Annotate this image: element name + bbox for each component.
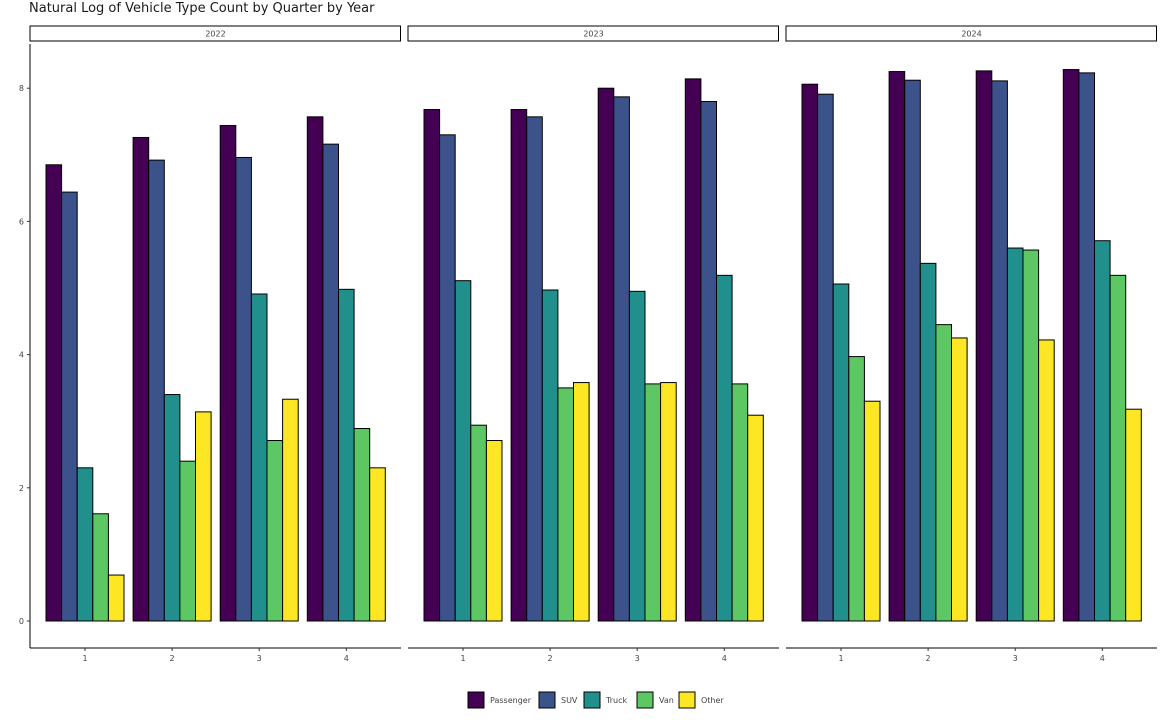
y-tick-label: 8: [19, 84, 24, 93]
bar-suv-2024-q4: [1078, 72, 1096, 622]
bar-suv-2022-q4: [322, 143, 339, 622]
bar-passenger-2024-q2: [888, 71, 906, 622]
legend-swatch-truck: [583, 691, 601, 709]
bar-passenger-2023-q2: [510, 109, 528, 622]
bar-suv-2024-q2: [904, 79, 921, 622]
bar-truck-2022-q2: [163, 394, 181, 622]
bar-passenger-2023-q3: [597, 87, 615, 622]
bar-passenger-2022-q4: [306, 116, 324, 622]
legend-label-passenger: Passenger: [490, 696, 532, 705]
bar-passenger-2022-q2: [132, 136, 150, 622]
x-tick-label: 2: [548, 654, 553, 663]
bar-suv-2023-q1: [439, 134, 456, 622]
legend-label-suv: SUV: [561, 696, 578, 705]
bar-other-2023-q4: [747, 414, 764, 622]
bar-truck-2024-q2: [919, 262, 937, 622]
bar-van-2023-q2: [557, 387, 575, 622]
bar-other-2024-q4: [1125, 408, 1142, 622]
facet-strip: [29, 25, 401, 42]
bar-passenger-2022-q3: [219, 124, 237, 622]
bar-van-2024-q1: [848, 356, 865, 622]
bar-van-2022-q2: [179, 460, 196, 622]
bar-passenger-2024-q4: [1062, 69, 1080, 622]
bar-other-2024-q2: [951, 337, 968, 622]
bar-truck-2024-q1: [832, 283, 850, 622]
facet-strip-label: 2023: [583, 30, 603, 39]
bar-van-2024-q3: [1022, 249, 1040, 622]
bar-suv-2023-q2: [526, 116, 543, 622]
legend-swatch-passenger: [467, 691, 485, 709]
bar-van-2024-q4: [1109, 274, 1127, 622]
legend-label-van: Van: [659, 696, 674, 705]
bar-suv-2022-q1: [61, 191, 78, 622]
bar-van-2023-q4: [731, 383, 749, 622]
facet-strip: [785, 25, 1157, 42]
bar-truck-2024-q3: [1006, 247, 1024, 622]
facet-strip-label: 2022: [205, 30, 225, 39]
bar-suv-2022-q3: [235, 156, 252, 622]
facet-strip: [407, 25, 779, 42]
x-tick-label: 4: [722, 654, 727, 663]
x-tick-label: 2: [170, 654, 175, 663]
y-tick-label: 2: [19, 484, 24, 493]
x-tick-label: 1: [460, 654, 465, 663]
bar-van-2022-q1: [92, 513, 109, 622]
bar-van-2023-q1: [470, 424, 487, 622]
bar-truck-2023-q4: [716, 274, 733, 622]
bar-truck-2023-q2: [541, 289, 559, 622]
bar-passenger-2022-q1: [45, 164, 63, 622]
bar-other-2022-q3: [282, 398, 299, 622]
bar-other-2022-q2: [195, 411, 212, 622]
x-tick-label: 3: [257, 654, 262, 663]
bar-truck-2022-q1: [76, 467, 94, 622]
bar-truck-2023-q3: [628, 290, 646, 622]
bar-passenger-2024-q3: [975, 70, 993, 622]
legend-swatch-suv: [538, 691, 556, 709]
bar-truck-2022-q4: [338, 288, 355, 622]
y-tick-label: 0: [19, 617, 24, 626]
bar-suv-2023-q4: [700, 101, 718, 622]
x-tick-label: 3: [635, 654, 640, 663]
x-tick-label: 1: [82, 654, 87, 663]
facet-strip-label: 2024: [961, 30, 981, 39]
bar-van-2022-q4: [353, 428, 371, 622]
x-tick-label: 3: [1013, 654, 1018, 663]
bar-passenger-2023-q4: [684, 78, 702, 622]
bar-truck-2023-q1: [454, 280, 472, 622]
y-tick-label: 4: [19, 351, 24, 360]
y-tick-label: 6: [19, 217, 24, 226]
bar-other-2023-q1: [485, 440, 503, 622]
bar-other-2022-q1: [107, 574, 125, 622]
bar-suv-2023-q3: [613, 96, 630, 622]
bar-other-2023-q2: [573, 382, 590, 622]
bar-van-2022-q3: [266, 440, 284, 622]
bar-suv-2024-q3: [991, 80, 1008, 622]
bar-suv-2024-q1: [817, 93, 834, 622]
bar-suv-2022-q2: [148, 159, 165, 622]
bar-van-2024-q2: [935, 324, 953, 622]
bar-passenger-2024-q1: [801, 83, 819, 622]
bar-truck-2022-q3: [250, 293, 268, 622]
bar-van-2023-q3: [644, 383, 662, 622]
bar-other-2022-q4: [369, 467, 386, 622]
x-tick-label: 4: [344, 654, 349, 663]
x-tick-label: 1: [838, 654, 843, 663]
bar-other-2024-q1: [863, 400, 881, 622]
legend-swatch-van: [636, 691, 654, 709]
bar-truck-2024-q4: [1094, 240, 1111, 622]
chart-title: Natural Log of Vehicle Type Count by Qua…: [29, 1, 375, 16]
bar-passenger-2023-q1: [423, 109, 441, 622]
legend-swatch-other: [678, 691, 696, 709]
legend-label-truck: Truck: [605, 696, 627, 705]
bar-other-2023-q3: [660, 382, 677, 622]
legend-label-other: Other: [701, 696, 724, 705]
x-tick-label: 4: [1100, 654, 1105, 663]
x-tick-label: 2: [926, 654, 931, 663]
bar-other-2024-q3: [1038, 339, 1055, 622]
